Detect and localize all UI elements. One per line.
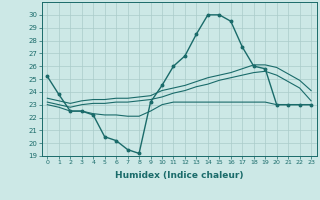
X-axis label: Humidex (Indice chaleur): Humidex (Indice chaleur) [115, 171, 244, 180]
